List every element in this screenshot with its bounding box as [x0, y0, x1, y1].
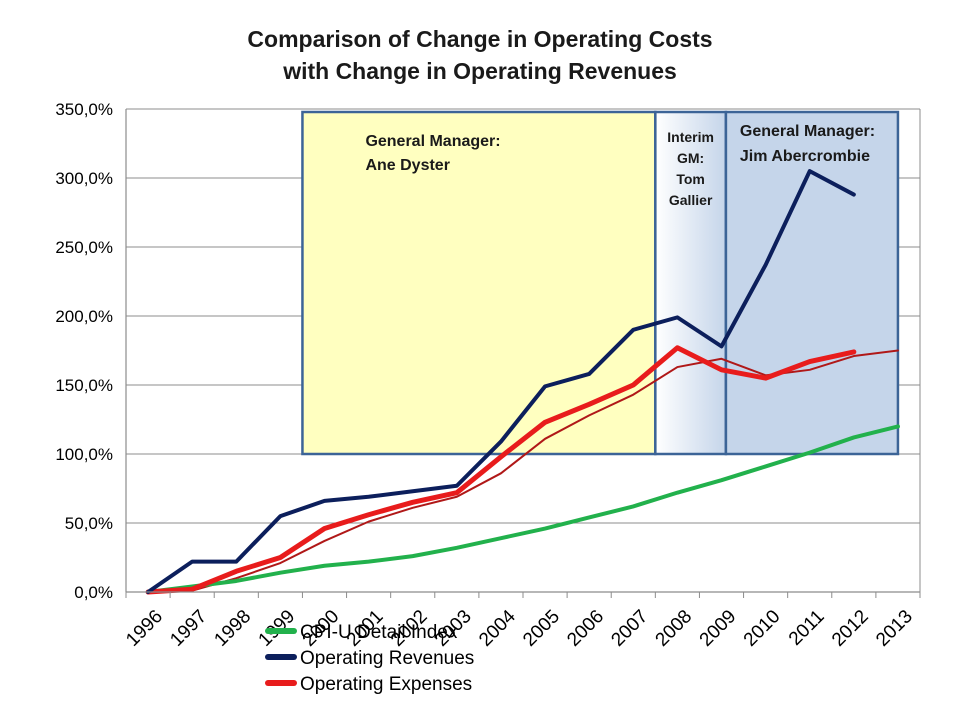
annotation-label: Ane Dyster: [365, 157, 449, 174]
x-tick-label: 2011: [785, 606, 829, 650]
x-tick-label: 2009: [696, 606, 741, 651]
x-tick-label: 1997: [166, 606, 211, 651]
annotation-label: Interim: [667, 129, 714, 145]
y-tick-label: 0,0%: [74, 583, 113, 602]
legend-label: CPI-U Detail Index: [300, 622, 458, 643]
x-tick-label: 2006: [563, 606, 608, 651]
y-tick-label: 100,0%: [55, 445, 113, 464]
y-tick-label: 200,0%: [55, 307, 113, 326]
y-tick-label: 300,0%: [55, 169, 113, 188]
annotation-label: Gallier: [669, 192, 713, 208]
series-line: [146, 169, 856, 594]
annotation-box: [301, 110, 657, 456]
legend-label: Operating Expenses: [300, 674, 472, 695]
x-tick-label: 2005: [519, 606, 564, 651]
annotation-label: General Manager:: [740, 123, 875, 140]
y-tick-label: 50,0%: [65, 514, 113, 533]
x-tick-label: 2004: [475, 606, 520, 651]
x-tick-label: 2007: [607, 606, 652, 651]
x-tick-label: 2013: [872, 606, 917, 651]
chart-title-line-1: Comparison of Change in Operating Costs: [247, 26, 713, 52]
y-tick-label: 150,0%: [55, 376, 113, 395]
x-tick-label: 2008: [652, 606, 697, 651]
annotation-label: GM:: [677, 150, 704, 166]
x-tick-label: 2010: [740, 606, 785, 651]
x-tick-label: 2012: [828, 606, 873, 651]
y-tick-label: 250,0%: [55, 238, 113, 257]
annotation-label: Jim Abercrombie: [740, 148, 870, 165]
chart-title-line-2: with Change in Operating Revenues: [283, 58, 677, 84]
x-tick-label: 1996: [122, 606, 167, 651]
x-tick-label: 1998: [210, 606, 255, 651]
y-tick-label: 350,0%: [55, 100, 113, 119]
legend-label: Operating Revenues: [300, 648, 474, 669]
series-line: [146, 424, 900, 594]
annotation-label: General Manager:: [365, 133, 500, 150]
annotation-label: Tom: [676, 171, 705, 187]
series-line: [145, 345, 857, 595]
